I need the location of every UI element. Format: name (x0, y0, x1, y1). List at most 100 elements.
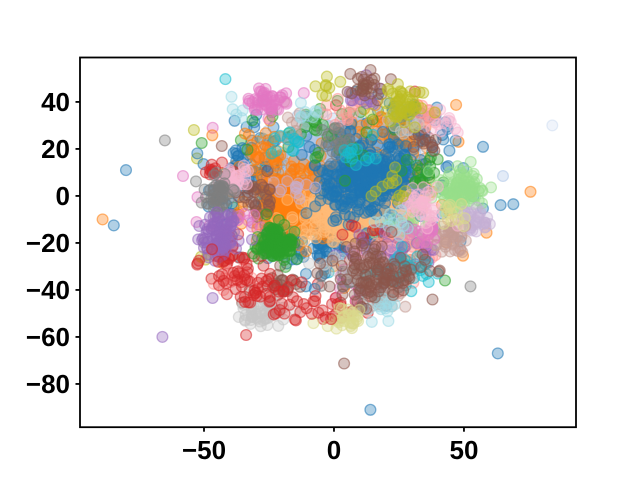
scatter-point (189, 175, 203, 188)
scatter-point (281, 175, 294, 188)
scatter-point (460, 165, 473, 178)
scatter-point (437, 217, 450, 230)
scatter-point (320, 136, 333, 149)
outlier-point (96, 213, 109, 226)
scatter-point (438, 274, 452, 287)
scatter-point (206, 291, 219, 305)
scatter-point (247, 288, 260, 302)
scatter-point (260, 208, 273, 221)
scatter-point (399, 185, 412, 198)
scatter-point (415, 102, 428, 115)
scatter-points-layer (107, 26, 537, 370)
scatter-point (418, 196, 431, 209)
scatter-point (210, 206, 223, 219)
scatter-point (246, 114, 259, 127)
scatter-point (380, 97, 393, 110)
scatter-point (264, 267, 277, 280)
scatter-point (524, 185, 537, 198)
scatter-point (334, 75, 347, 88)
scatter-point (272, 26, 283, 37)
scatter-point (417, 86, 430, 99)
scatter-point (303, 257, 316, 270)
scatter-point (394, 104, 407, 117)
scatter-point (195, 196, 208, 209)
scatter-point (322, 168, 335, 181)
scatter-point (358, 206, 371, 219)
scatter-point (365, 87, 378, 100)
scatter-point (273, 303, 286, 317)
scatter-point (395, 90, 408, 103)
scatter-point (325, 313, 338, 326)
scatter-point (215, 139, 228, 153)
scatter-point (443, 144, 456, 157)
scatter-point (299, 106, 312, 119)
scatter-point (401, 222, 414, 235)
scatter-point (366, 247, 379, 260)
scatter-point (240, 178, 253, 191)
scatter-point (451, 126, 464, 139)
scatter-point (391, 138, 404, 151)
scatter-point (197, 231, 210, 245)
scatter-point (273, 185, 286, 198)
scatter-point (240, 328, 253, 342)
scatter-point (205, 243, 219, 256)
scatter-point (316, 123, 329, 136)
scatter-point (357, 237, 370, 250)
scatter-point (349, 158, 362, 172)
scatter-point (382, 177, 395, 190)
scatter-point (282, 281, 295, 294)
scatter-point (217, 241, 230, 255)
y-tick-label: −20 (26, 228, 70, 258)
scatter-point (348, 288, 361, 301)
scatter-point (256, 280, 269, 293)
scatter-point (365, 189, 378, 202)
y-tick-label: 40 (41, 87, 70, 117)
scatter-point (270, 159, 283, 172)
scatter-point (206, 129, 219, 142)
scatter-point (273, 91, 287, 104)
scatter-point (286, 291, 300, 304)
scatter-point (331, 92, 344, 105)
scatter-point (212, 279, 226, 292)
scatter-point (416, 248, 429, 261)
scatter-point (247, 247, 260, 260)
scatter-point (407, 140, 420, 154)
scatter-point (436, 116, 450, 130)
scatter-point (336, 228, 349, 241)
scatter-point (217, 255, 230, 268)
scatter-point (355, 70, 368, 83)
scatter-point (295, 276, 308, 289)
scatter-point (320, 70, 333, 83)
scatter-point (228, 184, 241, 197)
scatter-point (232, 310, 245, 324)
scatter-point (333, 103, 346, 116)
scatter-point (428, 106, 441, 119)
scatter-point (272, 319, 285, 332)
scatter-point (292, 135, 305, 148)
scatter-point (320, 89, 333, 102)
scatter-point (423, 154, 436, 167)
scatter-point (191, 147, 204, 160)
scatter-point (309, 80, 322, 93)
scatter-point (323, 280, 336, 293)
scatter-point (433, 264, 446, 277)
scatter-point (350, 267, 363, 280)
y-axis: 40 20 0 −20 −40 −60 −80 (26, 87, 80, 399)
scatter-point (244, 313, 257, 327)
scatter-point (415, 208, 428, 221)
scatter-point (309, 105, 322, 118)
scatter-point (365, 290, 378, 303)
scatter-point (336, 288, 349, 301)
scatter-point (275, 232, 288, 245)
scatter-point (187, 123, 200, 137)
scatter-point (326, 254, 339, 267)
outlier-point (156, 330, 169, 343)
scatter-point (240, 258, 253, 271)
scatter-point (464, 186, 478, 199)
scatter-point (257, 241, 270, 254)
scatter-point (445, 207, 458, 220)
scatter-point (305, 307, 318, 320)
scatter-point (309, 181, 322, 194)
scatter-point (330, 214, 343, 227)
